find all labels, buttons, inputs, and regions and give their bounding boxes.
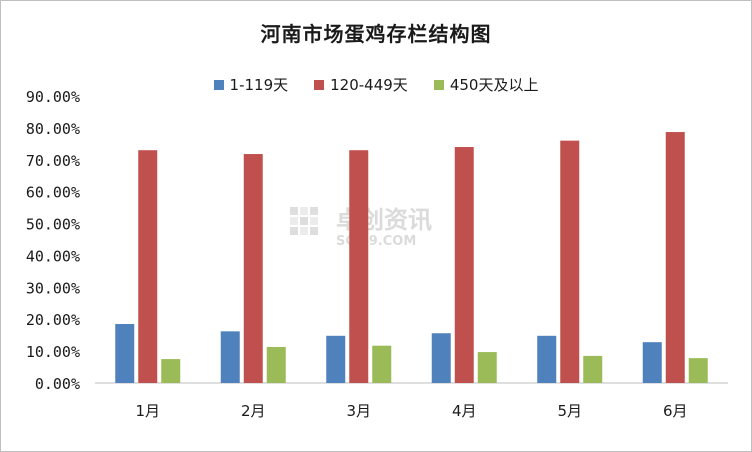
bar-2 [560, 140, 580, 383]
legend-item-series-2: 120-449天 [314, 74, 408, 95]
watermark-logo-block [300, 207, 308, 215]
watermark-logo-block [300, 217, 308, 225]
bar-2 [665, 132, 685, 383]
y-tick-label: 60.00% [26, 184, 80, 202]
bar-3 [477, 352, 497, 383]
legend-swatch-series-1 [213, 79, 224, 90]
bar-3 [372, 345, 392, 383]
bar-2 [243, 154, 263, 383]
y-tick-label: 0.00% [35, 375, 80, 393]
y-tick-label: 20.00% [26, 311, 80, 329]
bar-3 [583, 355, 603, 383]
y-tick-label: 80.00% [26, 120, 80, 138]
bar-3 [161, 359, 181, 383]
chart-legend: 1-119天 120-449天 450天及以上 [0, 74, 752, 95]
x-tick-label: 4月 [452, 402, 477, 420]
y-tick-label: 10.00% [26, 343, 80, 361]
legend-item-series-1: 1-119天 [213, 74, 289, 95]
bar-1 [537, 335, 557, 383]
x-tick-label: 6月 [663, 402, 688, 420]
y-tick-label: 70.00% [26, 152, 80, 170]
bar-3 [688, 358, 708, 383]
legend-label-series-1: 1-119天 [229, 76, 289, 94]
bar-1 [326, 335, 346, 383]
bar-2 [349, 150, 369, 383]
watermark-logo-block [290, 207, 298, 215]
chart-title: 河南市场蛋鸡存栏结构图 [260, 22, 492, 46]
bar-2 [454, 147, 474, 383]
x-tick-label: 2月 [241, 402, 266, 420]
bar-2 [138, 150, 158, 383]
bar-1 [431, 333, 451, 383]
watermark-logo-block [290, 227, 298, 235]
watermark-logo-block [310, 207, 318, 215]
bar-1 [220, 331, 240, 383]
legend-label-series-3: 450天及以上 [449, 76, 539, 94]
watermark-logo-block [300, 227, 308, 235]
watermark-logo-block [310, 217, 318, 225]
watermark-text-en: SCI99.COM [336, 234, 416, 249]
legend-item-series-3: 450天及以上 [433, 74, 539, 95]
watermark-logo-block [310, 227, 318, 235]
legend-swatch-series-2 [314, 79, 325, 90]
legend-label-series-2: 120-449天 [330, 76, 408, 94]
legend-swatch-series-3 [433, 79, 444, 90]
y-tick-label: 40.00% [26, 247, 80, 265]
x-tick-label: 1月 [135, 402, 160, 420]
bar-3 [266, 346, 286, 383]
watermark-logo-block [290, 217, 298, 225]
bar-1 [642, 342, 662, 383]
x-tick-label: 3月 [346, 402, 371, 420]
y-tick-label: 50.00% [26, 216, 80, 234]
y-tick-label: 30.00% [26, 279, 80, 297]
y-tick-label: 90.00% [26, 88, 80, 106]
bar-1 [115, 324, 135, 383]
x-tick-label: 5月 [557, 402, 582, 420]
